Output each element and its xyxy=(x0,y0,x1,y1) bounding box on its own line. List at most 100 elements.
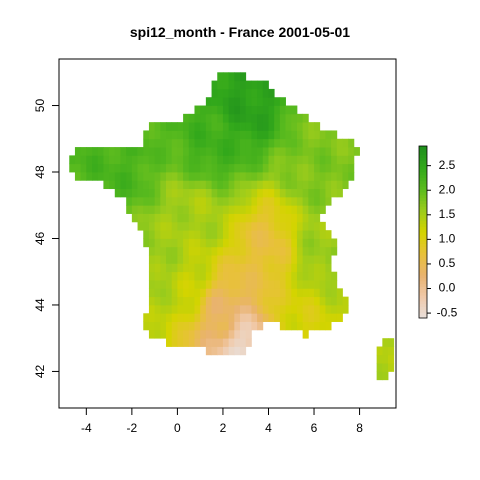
raster-cell xyxy=(274,113,281,123)
raster-cell xyxy=(217,296,224,306)
raster-cell xyxy=(251,113,258,123)
raster-cell xyxy=(331,130,338,140)
raster-cell xyxy=(245,180,252,190)
raster-cell xyxy=(183,172,190,181)
raster-cell xyxy=(194,321,201,331)
raster-cell xyxy=(245,97,252,106)
raster-cell xyxy=(302,113,309,123)
raster-cell xyxy=(257,155,264,165)
raster-cell xyxy=(274,155,281,165)
raster-cell xyxy=(336,163,343,173)
legend-swatch xyxy=(419,292,427,296)
y-tick-label: 50 xyxy=(33,99,47,113)
raster-cell xyxy=(228,130,235,140)
raster-cell xyxy=(160,155,167,165)
raster-cell xyxy=(274,188,281,198)
raster-cell xyxy=(319,280,326,289)
raster-cell xyxy=(291,255,298,264)
raster-cell xyxy=(143,205,150,214)
raster-cell xyxy=(382,363,389,372)
raster-cell xyxy=(331,155,338,165)
raster-cell xyxy=(268,130,275,140)
raster-cell xyxy=(268,188,275,198)
raster-cell xyxy=(188,138,195,148)
raster-cell xyxy=(251,180,258,190)
raster-cell xyxy=(268,288,275,298)
raster-cell xyxy=(279,263,286,273)
raster-cell xyxy=(200,329,207,339)
raster-cell xyxy=(302,313,309,322)
raster-cell xyxy=(194,313,201,322)
raster-cell xyxy=(314,246,321,256)
raster-cell xyxy=(314,205,321,214)
raster-cell xyxy=(302,296,309,306)
raster-cell xyxy=(245,188,252,198)
raster-cell xyxy=(262,263,269,273)
raster-cell xyxy=(154,163,161,173)
raster-cell xyxy=(325,196,332,206)
raster-cell xyxy=(183,338,190,347)
raster-cell xyxy=(222,213,230,223)
raster-cell xyxy=(194,255,201,264)
raster-cell xyxy=(103,163,110,173)
raster-cell xyxy=(171,238,178,248)
raster-cell xyxy=(285,130,292,140)
raster-cell xyxy=(274,313,281,322)
raster-cell xyxy=(126,180,133,190)
raster-cell xyxy=(302,155,309,165)
raster-cell xyxy=(285,313,292,322)
raster-cell xyxy=(188,304,195,314)
raster-cell xyxy=(228,122,235,131)
legend-swatch xyxy=(419,303,427,308)
raster-cell xyxy=(257,205,264,214)
raster-cell xyxy=(296,246,304,256)
raster-cell xyxy=(143,321,150,331)
raster-cell xyxy=(217,88,224,98)
raster-cell xyxy=(257,105,264,115)
raster-cell xyxy=(325,238,332,248)
x-tick-label: 8 xyxy=(356,421,363,435)
raster-cell xyxy=(228,180,235,190)
raster-cell xyxy=(376,346,383,356)
legend-swatch xyxy=(419,234,427,239)
raster-cell xyxy=(194,180,201,190)
raster-cell xyxy=(131,180,138,190)
raster-cell xyxy=(222,88,230,98)
raster-cell xyxy=(217,246,224,256)
raster-cell xyxy=(194,221,201,231)
raster-cell xyxy=(217,271,224,281)
legend-swatch xyxy=(419,275,427,279)
legend-tick-label: 0.5 xyxy=(439,256,456,270)
raster-cell xyxy=(160,304,167,314)
raster-cell xyxy=(251,271,258,281)
raster-cell xyxy=(314,263,321,273)
raster-cell xyxy=(331,271,338,281)
raster-cell xyxy=(262,80,269,90)
raster-cell xyxy=(245,288,252,298)
raster-cell xyxy=(222,338,230,347)
raster-cell xyxy=(314,280,321,289)
raster-cell xyxy=(217,238,224,248)
raster-cell xyxy=(160,221,167,231)
raster-cell xyxy=(177,263,184,273)
raster-cell xyxy=(279,138,286,148)
raster-cell xyxy=(342,163,349,173)
raster-cell xyxy=(217,221,224,231)
raster-cell xyxy=(291,196,298,206)
raster-cell xyxy=(257,313,264,322)
raster-cell xyxy=(126,172,133,181)
raster-cell xyxy=(245,113,252,123)
raster-cell xyxy=(177,321,184,331)
raster-cell xyxy=(268,172,275,181)
raster-cell xyxy=(154,246,161,256)
raster-cell xyxy=(268,313,275,322)
raster-cell xyxy=(183,188,190,198)
raster-cell xyxy=(279,280,286,289)
raster-cell xyxy=(285,213,292,223)
raster-cell xyxy=(188,113,195,123)
raster-cell xyxy=(166,313,173,322)
raster-cell xyxy=(245,230,252,239)
raster-cell xyxy=(268,205,275,214)
raster-cell xyxy=(154,172,161,181)
raster-cell xyxy=(319,288,326,298)
